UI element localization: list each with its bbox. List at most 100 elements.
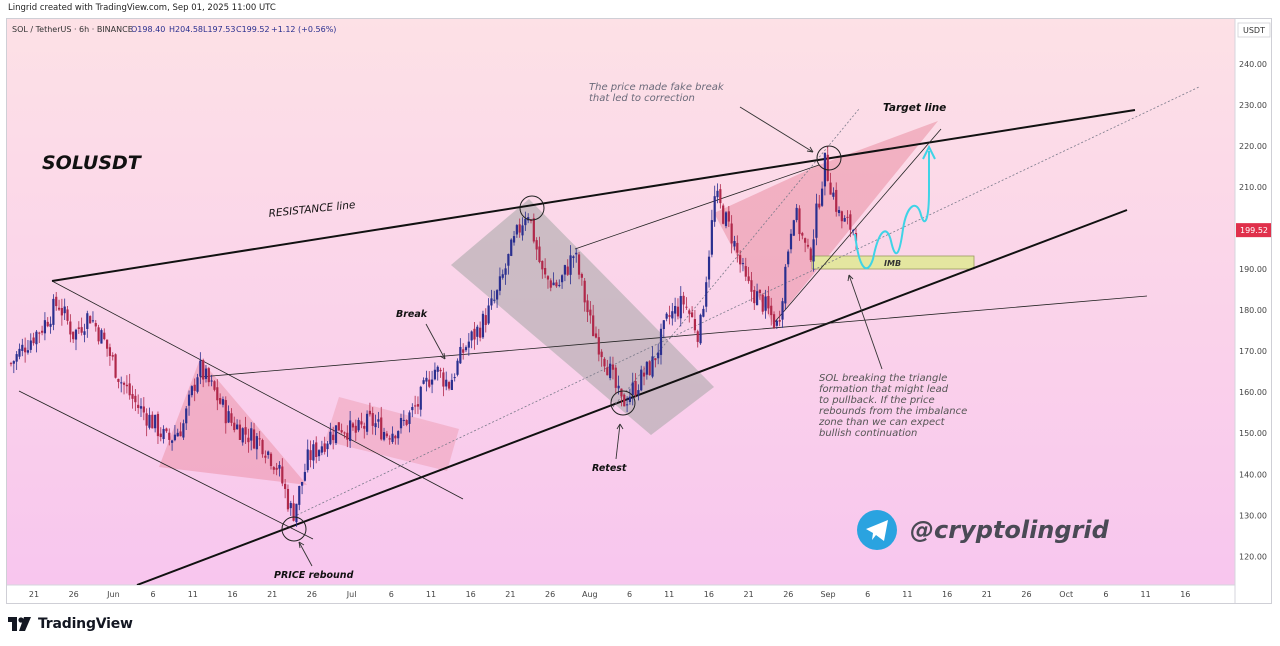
chart-frame[interactable]: SOL / TetherUS · 6h · BINANCE O198.40 H2… — [6, 18, 1272, 604]
time-tick-label: 26 — [783, 590, 793, 599]
candle-body — [213, 381, 216, 390]
candle-body — [560, 275, 564, 283]
price-tick-label: 170.00 — [1239, 347, 1267, 356]
dotted-target-line — [612, 108, 860, 408]
candle-body — [566, 266, 569, 275]
candle-body — [15, 354, 18, 362]
candle-body — [202, 360, 205, 380]
candle-body — [631, 382, 634, 396]
candle-body — [315, 442, 318, 458]
candle-body — [428, 379, 431, 387]
candle-body — [264, 455, 267, 458]
time-axis[interactable]: 21 26 Jun 6 11 16 21 26 Jul 6 11 16 21 26 Aug 6 11 16 21 26… — [29, 590, 1190, 599]
candle-body — [340, 430, 343, 433]
time-tick-label: 6 — [151, 590, 156, 599]
candle-body — [382, 431, 386, 440]
channel-lower-line — [18, 390, 314, 540]
candle-body — [450, 379, 453, 390]
candle-body — [374, 423, 377, 428]
time-tick-label: 6 — [389, 590, 394, 599]
time-tick-label: Jul — [346, 590, 357, 599]
candle-body — [12, 361, 15, 364]
time-tick-label: 6 — [627, 590, 632, 599]
candle-body — [425, 377, 428, 382]
candle-body — [49, 323, 52, 327]
candle-body — [306, 449, 309, 471]
candle-body — [320, 446, 323, 453]
candle-body — [241, 428, 244, 443]
candle-body — [204, 368, 208, 379]
break-label: Break — [396, 309, 428, 320]
candle-body — [292, 503, 295, 521]
candle-body — [730, 223, 733, 244]
candle-body — [840, 211, 843, 222]
candle-body — [447, 382, 451, 389]
candle-body — [170, 440, 174, 443]
candle-body — [187, 394, 191, 406]
candle-body — [504, 268, 507, 275]
candle-body — [69, 321, 72, 335]
candle-body — [445, 379, 448, 387]
candle-body — [804, 238, 807, 243]
candle-body — [753, 289, 756, 304]
candle-body — [493, 299, 496, 301]
tradingview-logo-icon — [8, 617, 31, 631]
candle-body — [665, 313, 668, 319]
candle-body — [634, 381, 637, 396]
candle-body — [736, 242, 739, 253]
time-tick-label: Aug — [582, 590, 598, 599]
candle-body — [40, 330, 44, 333]
currency-button[interactable] — [1237, 22, 1271, 38]
candle-body — [43, 320, 47, 334]
candle-body — [764, 296, 767, 311]
candle-body — [690, 312, 694, 318]
candle-body — [363, 426, 366, 429]
candle-body — [148, 414, 151, 428]
candle-body — [377, 419, 380, 422]
channel-upper-line — [51, 280, 464, 500]
candle-body — [105, 339, 109, 349]
analysis-line-3: to pullback. If the price — [819, 395, 935, 406]
candle-body — [60, 307, 63, 316]
candle-body — [35, 331, 38, 345]
candle-body — [97, 327, 100, 342]
bull-flag-channel — [451, 199, 714, 435]
candle-body — [385, 433, 388, 437]
candle-body — [394, 435, 397, 439]
candle-body — [233, 422, 236, 431]
candle-body — [86, 313, 89, 330]
candle-body — [300, 481, 304, 486]
price-chart[interactable]: SOL / TetherUS · 6h · BINANCE O198.40 H2… — [7, 19, 1272, 604]
price-tick-label: 230.00 — [1239, 101, 1267, 110]
retest-label: Retest — [592, 463, 627, 474]
candle-body — [442, 372, 445, 387]
candle-body — [818, 203, 821, 208]
candle-body — [346, 432, 349, 440]
symbol-line: SOL / TetherUS · 6h · BINANCE — [12, 25, 133, 34]
candle-body — [165, 428, 168, 432]
time-tick-label: 11 — [188, 590, 198, 599]
candle-body — [100, 330, 103, 344]
fake-break-arrow — [739, 106, 814, 153]
chart-title: SOLUSDT — [42, 152, 143, 174]
candle-body — [778, 320, 781, 322]
candle-body — [357, 420, 360, 431]
candle-body — [207, 368, 210, 383]
time-tick-label: 16 — [1180, 590, 1190, 599]
price-axis[interactable]: USDT 120.00 130.00 140.00 150.00 160.00 170.0… — [1237, 22, 1271, 561]
candle-body — [744, 266, 747, 277]
candle-body — [826, 154, 829, 181]
projection-arrowhead — [922, 144, 936, 160]
candle-body — [479, 327, 482, 338]
candle-body — [832, 192, 835, 197]
candle-body — [284, 483, 287, 489]
candle-body — [733, 241, 736, 247]
candle-body — [414, 405, 417, 407]
candle-body — [388, 438, 391, 440]
candle-body — [317, 450, 321, 457]
candle-body — [609, 363, 612, 379]
candle-body — [323, 443, 326, 452]
footer: TradingView — [8, 616, 133, 632]
candle-body — [230, 413, 233, 423]
price-scale-background — [1235, 19, 1271, 603]
